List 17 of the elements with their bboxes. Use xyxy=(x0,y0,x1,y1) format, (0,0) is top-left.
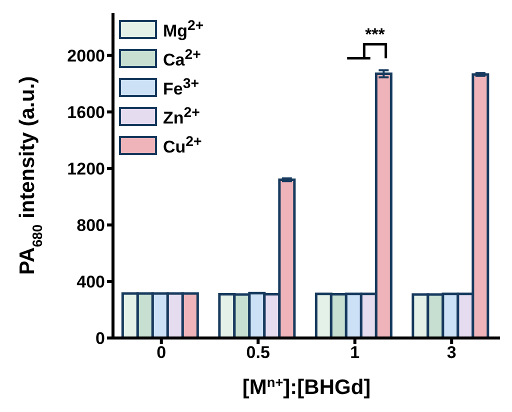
x-axis-title: [M$^{n+}$]:[BHGd] xyxy=(242,374,371,399)
annotation: *** xyxy=(365,25,386,44)
legend-label: Zn$^{2+}$ xyxy=(163,104,200,128)
y-tick-label: 2000 xyxy=(67,46,105,66)
legend-label: Fe$^{3+}$ xyxy=(163,76,199,100)
y-tick-label: 0 xyxy=(96,329,105,348)
x-tick-label: 0 xyxy=(156,343,166,362)
x-tick-label: 1 xyxy=(350,343,360,362)
legend-label: Ca$^{2+}$ xyxy=(163,46,201,70)
y-tick-label: 1200 xyxy=(67,159,105,178)
x-tick-label: 0.5 xyxy=(246,343,270,362)
y-tick-label: 400 xyxy=(76,272,105,292)
y-tick-label: 800 xyxy=(76,216,105,235)
x-tick-label: 3 xyxy=(446,343,456,362)
legend-label: Mg$^{2+}$ xyxy=(163,18,204,42)
legend-label: Cu$^{2+}$ xyxy=(163,134,202,158)
y-tick-label: 1600 xyxy=(67,102,105,122)
